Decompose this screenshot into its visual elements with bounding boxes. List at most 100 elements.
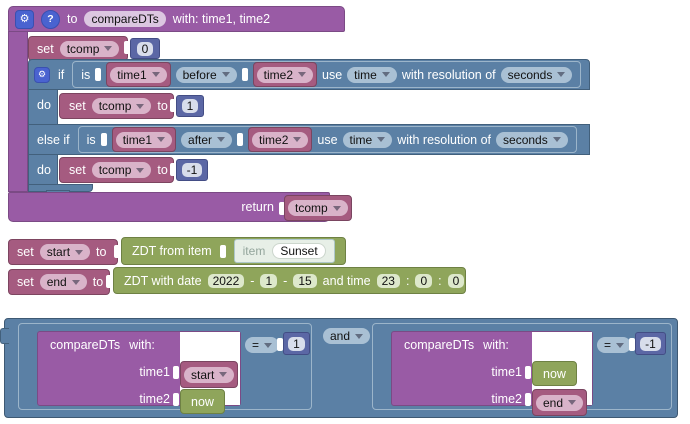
is-before-condition-block[interactable]: is time1 before time2 use time with reso… (72, 61, 582, 88)
variable-block-tcomp-return[interactable]: tcomp (284, 195, 352, 221)
minute-field[interactable]: 0 (415, 273, 433, 288)
variable-block-time1[interactable]: time1 (106, 62, 171, 87)
compare-block-right[interactable]: compareDTs with: time1 now time2 end = -… (372, 323, 672, 416)
chevron-down-icon (293, 137, 302, 142)
value-socket (106, 275, 112, 288)
now-block[interactable]: now (180, 389, 225, 414)
variable-dropdown-tcomp[interactable]: tcomp (59, 40, 120, 57)
year-field[interactable]: 2022 (207, 273, 245, 288)
set-end-block[interactable]: set end to (8, 269, 110, 295)
number-block-1[interactable]: 1 (283, 332, 310, 355)
number-block-0[interactable]: 0 (130, 38, 160, 59)
variable-block-end[interactable]: end (532, 389, 588, 416)
variable-dropdown-end[interactable]: end (39, 274, 87, 290)
function-name-field[interactable]: compareDTs (84, 11, 166, 27)
variable-dropdown-tcomp[interactable]: tcomp (91, 162, 152, 178)
variable-dropdown[interactable]: end (536, 394, 584, 411)
elseif-row[interactable]: else if is time1 after time2 use time wi… (28, 124, 590, 155)
set-start-block[interactable]: set start to (8, 239, 118, 265)
time-source-dropdown[interactable]: time (342, 131, 393, 148)
value-socket (629, 338, 635, 351)
resolution-dropdown[interactable]: seconds (500, 66, 573, 83)
gear-icon[interactable]: ⚙ (34, 66, 50, 83)
hour-field[interactable]: 23 (376, 273, 400, 288)
variable-name: tcomp (295, 201, 328, 215)
variable-name: start (191, 367, 215, 382)
function-return-row[interactable]: return (8, 192, 330, 222)
month-field[interactable]: 1 (260, 273, 278, 288)
set-variable-block-do2[interactable]: set tcomp to (59, 157, 174, 183)
use-label: use (317, 132, 338, 147)
number-block-neg1[interactable]: -1 (635, 332, 666, 355)
operator-dropdown-before[interactable]: before (175, 66, 237, 83)
operator-dropdown-after[interactable]: after (181, 131, 233, 148)
value-socket (124, 41, 130, 54)
comparedts-call-block-left[interactable]: compareDTs with: time1 start time2 now (37, 331, 241, 414)
chevron-down-icon (355, 333, 364, 339)
gear-icon[interactable]: ⚙ (15, 9, 34, 29)
source: time (354, 67, 377, 82)
if-block-header[interactable]: ⚙ if is time1 before time2 use time with… (28, 59, 590, 90)
variable-block-start[interactable]: start (180, 361, 239, 388)
variable-dropdown[interactable]: time2 (256, 66, 313, 83)
variable-block-time2[interactable]: time2 (252, 62, 317, 87)
time1-label: time1 (491, 365, 522, 379)
value-socket (525, 366, 531, 379)
zdt-from-item-block[interactable]: ZDT from item item Sunset (121, 237, 346, 265)
operator: before (182, 67, 217, 82)
variable-dropdown[interactable]: time1 (115, 131, 173, 148)
set-label: set (17, 245, 34, 259)
item-block[interactable]: item Sunset (233, 239, 335, 263)
is-after-condition-block[interactable]: is time1 after time2 use time with resol… (77, 126, 577, 153)
now-block[interactable]: now (532, 361, 577, 386)
do-label: do (37, 163, 51, 177)
and-operator-dropdown[interactable]: and (323, 328, 371, 344)
help-icon[interactable]: ? (41, 9, 60, 29)
second-field[interactable]: 0 (447, 273, 465, 288)
variable-dropdown[interactable]: tcomp (288, 200, 348, 216)
function-spine[interactable] (8, 31, 28, 192)
item-name: Sunset (280, 244, 318, 258)
chevron-down-icon (219, 372, 228, 377)
item-name-field[interactable]: Sunset (272, 243, 326, 259)
month-value: 1 (265, 273, 273, 288)
date-separator: - (283, 273, 288, 288)
chevron-down-icon (71, 279, 80, 285)
compare-block-left[interactable]: compareDTs with: time1 start time2 now =… (18, 323, 312, 414)
number-block-neg1[interactable]: -1 (176, 159, 208, 181)
comparedts-call-block-right[interactable]: compareDTs with: time1 now time2 end (391, 331, 593, 416)
variable-dropdown[interactable]: start (184, 366, 235, 383)
is-label: is (86, 132, 96, 147)
chevron-down-icon (217, 137, 226, 142)
zdt-with-date-block[interactable]: ZDT with date 2022 - 1 - 15 and time 23 … (113, 267, 466, 294)
time-source-dropdown[interactable]: time (347, 66, 397, 83)
variable-dropdown[interactable]: time2 (252, 131, 309, 148)
variable-block-time2[interactable]: time2 (248, 127, 313, 152)
and-block-output-plug (0, 328, 9, 344)
zdt-with-date-label: ZDT with date (124, 273, 202, 288)
compare-operator-dropdown[interactable]: = (245, 337, 280, 353)
set-variable-block-do1[interactable]: set tcomp to (59, 93, 174, 119)
function-definition-header[interactable]: ⚙ ? to compareDTs with: time1, time2 (8, 6, 345, 32)
variable-dropdown-start[interactable]: start (39, 244, 91, 260)
compare-operator-dropdown[interactable]: = (597, 337, 632, 353)
variable-name: time1 (122, 132, 153, 147)
if-label: if (58, 67, 65, 82)
resolution-dropdown[interactable]: seconds (496, 131, 568, 148)
set-variable-block-init[interactable]: set tcomp to (28, 36, 136, 61)
variable-dropdown[interactable]: time1 (110, 66, 167, 83)
variable-block-time1[interactable]: time1 (111, 127, 177, 152)
chevron-down-icon (221, 72, 230, 77)
use-label: use (322, 67, 343, 82)
value-socket (173, 393, 179, 406)
value-socket (95, 68, 102, 81)
to-label: to (157, 163, 168, 177)
chevron-down-icon (136, 103, 145, 109)
variable-dropdown-tcomp[interactable]: tcomp (91, 98, 152, 114)
with-label: with: (129, 338, 155, 352)
day-field[interactable]: 15 (293, 273, 317, 288)
operator: = (604, 338, 612, 352)
zdt-from-item-label: ZDT from item (132, 244, 212, 258)
number-block-1[interactable]: 1 (176, 95, 204, 117)
variable-name: time1 (117, 67, 147, 82)
